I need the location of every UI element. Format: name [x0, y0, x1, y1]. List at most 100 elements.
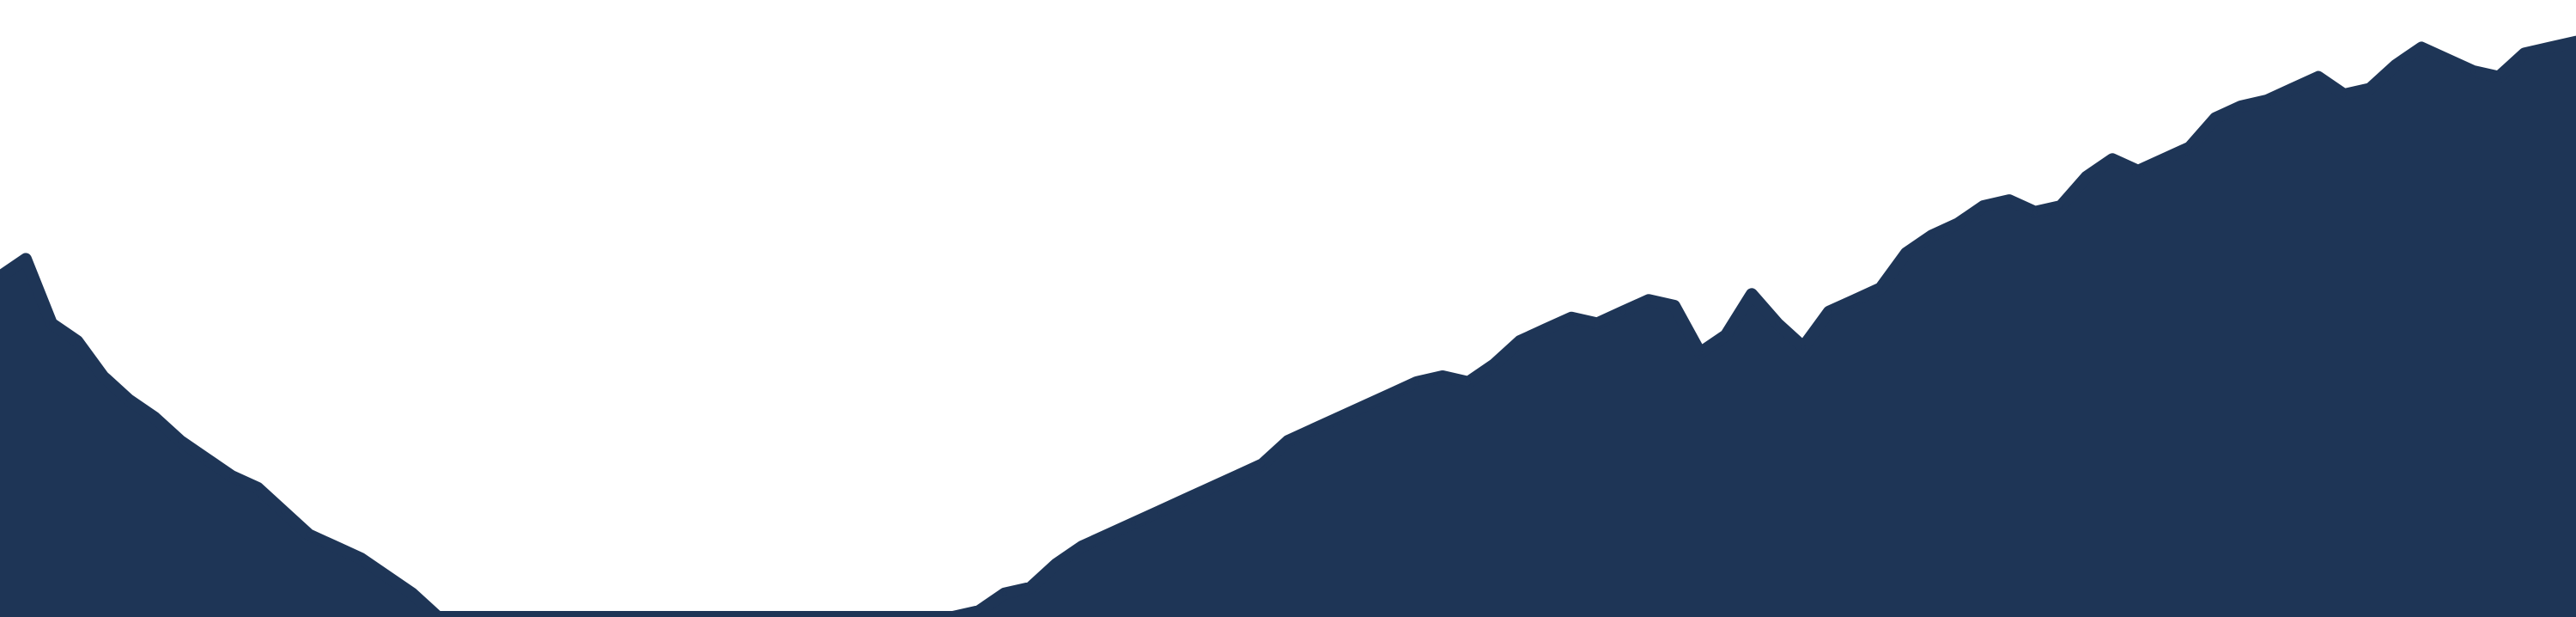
data-point — [2470, 68, 2476, 74]
data-point — [1698, 350, 1703, 356]
data-point — [358, 555, 363, 561]
data-point — [1646, 297, 1651, 303]
data-point — [23, 256, 28, 262]
data-point — [1955, 221, 1960, 227]
data-point — [2084, 174, 2089, 180]
data-point — [435, 614, 440, 617]
data-point — [2264, 98, 2269, 103]
data-point — [307, 532, 312, 538]
data-point — [770, 614, 775, 617]
data-point — [976, 608, 981, 614]
data-point — [1929, 233, 1935, 239]
data-point — [1157, 509, 1162, 515]
data-point — [1466, 379, 1471, 385]
data-point — [1492, 362, 1497, 368]
data-point — [229, 473, 234, 480]
data-point — [1234, 473, 1239, 480]
data-point — [564, 614, 569, 617]
data-point — [2367, 86, 2372, 92]
data-point — [1517, 339, 1522, 344]
data-point — [822, 614, 827, 617]
data-point — [951, 614, 956, 617]
data-point — [925, 614, 930, 617]
data-point — [1749, 291, 1754, 297]
data-point — [2548, 45, 2553, 51]
data-point — [100, 374, 106, 379]
data-point — [1182, 497, 1188, 503]
data-point — [2445, 57, 2450, 63]
data-point — [152, 414, 157, 420]
data-point — [410, 590, 415, 596]
data-point — [1904, 250, 1909, 256]
data-point — [1311, 426, 1316, 432]
data-point — [2316, 74, 2321, 80]
data-point — [2110, 156, 2115, 162]
data-point — [2213, 115, 2218, 121]
data-point — [487, 614, 492, 617]
data-point — [796, 614, 801, 617]
data-point — [744, 614, 750, 617]
data-point — [1672, 303, 1677, 308]
data-point — [719, 614, 724, 617]
data-point — [1569, 315, 1574, 321]
data-point — [255, 485, 260, 491]
series-area-0 — [0, 35, 2576, 617]
data-point — [873, 614, 878, 617]
data-point — [2239, 103, 2244, 109]
data-point — [281, 509, 286, 515]
data-point — [49, 321, 54, 327]
data-point — [1826, 308, 1832, 315]
data-point — [2187, 144, 2192, 150]
data-point — [1852, 297, 1857, 303]
data-point — [1028, 584, 1033, 590]
data-point — [1131, 520, 1136, 526]
data-point — [1981, 203, 1986, 209]
data-point — [590, 614, 595, 617]
data-point — [1801, 344, 1806, 350]
data-point — [641, 614, 647, 617]
data-point — [1775, 321, 1780, 327]
data-point — [1543, 327, 1548, 333]
data-point — [2007, 198, 2012, 204]
data-point — [1388, 391, 1394, 397]
data-point — [848, 614, 853, 617]
data-point — [1337, 414, 1342, 420]
data-point — [384, 573, 389, 579]
data-point — [693, 614, 698, 617]
data-point — [2161, 156, 2166, 162]
data-point — [538, 614, 544, 617]
data-point — [1878, 285, 1883, 291]
data-point — [2290, 86, 2295, 92]
data-point — [178, 438, 183, 444]
data-point — [1723, 333, 1728, 339]
data-point — [2419, 45, 2424, 51]
data-point — [1414, 379, 1419, 385]
data-point — [2393, 63, 2398, 68]
data-point — [1105, 532, 1110, 538]
data-point — [2522, 51, 2527, 57]
data-point — [513, 614, 518, 617]
data-point — [2342, 92, 2347, 98]
data-point — [0, 273, 3, 279]
data-point — [1595, 321, 1600, 327]
data-point — [461, 614, 466, 617]
data-point — [1002, 590, 1007, 596]
data-point — [75, 339, 80, 344]
data-point — [667, 614, 672, 617]
data-point — [1054, 561, 1059, 567]
data-point — [1363, 403, 1368, 409]
data-point — [2058, 203, 2063, 209]
data-point — [1620, 308, 1625, 315]
data-point — [2496, 74, 2501, 80]
data-point — [1079, 544, 1084, 549]
data-point — [2573, 39, 2576, 45]
data-point — [2136, 168, 2141, 174]
series-layer — [0, 35, 2576, 617]
data-point — [1285, 438, 1291, 444]
data-point — [1260, 461, 1265, 467]
data-point — [204, 455, 209, 461]
data-point — [1440, 374, 1445, 379]
data-point — [2032, 209, 2038, 215]
